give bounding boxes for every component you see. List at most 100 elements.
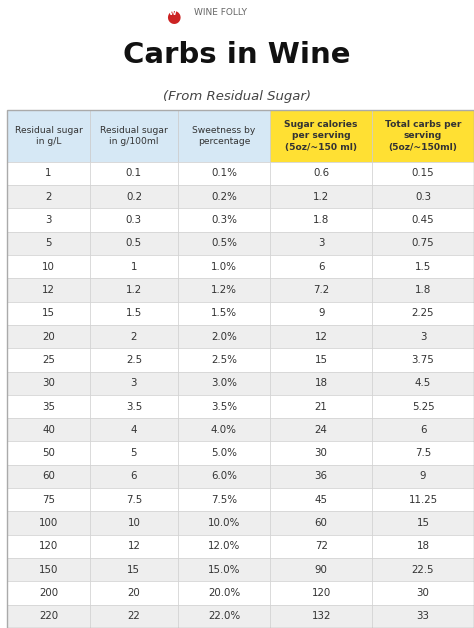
Text: 50: 50 [42, 448, 55, 458]
Bar [178, 605, 270, 628]
Bar [90, 465, 178, 488]
Bar [7, 278, 90, 301]
Text: 12.0%: 12.0% [208, 541, 240, 551]
Text: 1.0%: 1.0% [211, 262, 237, 272]
Text: 0.3%: 0.3% [211, 215, 237, 225]
Bar [270, 465, 372, 488]
Bar [90, 348, 178, 372]
Bar [90, 511, 178, 534]
Bar [90, 534, 178, 558]
Text: 7.5%: 7.5% [211, 495, 237, 505]
Bar [90, 325, 178, 348]
Bar [270, 418, 372, 441]
Bar [372, 558, 474, 582]
Text: 120: 120 [311, 588, 331, 598]
Text: 18: 18 [315, 378, 328, 388]
Bar [178, 185, 270, 208]
Bar [90, 558, 178, 582]
Bar [90, 185, 178, 208]
Text: Residual sugar
in g/L: Residual sugar in g/L [15, 126, 82, 146]
Text: 15.0%: 15.0% [208, 565, 240, 575]
Text: 22: 22 [128, 611, 140, 621]
Bar [372, 185, 474, 208]
Text: 4.0%: 4.0% [211, 425, 237, 435]
Text: 120: 120 [39, 541, 58, 551]
Text: 1: 1 [131, 262, 137, 272]
Text: 12: 12 [42, 285, 55, 295]
Bar [178, 441, 270, 465]
Bar [178, 395, 270, 418]
Bar [7, 208, 90, 232]
Bar [270, 255, 372, 278]
Text: 1: 1 [46, 168, 52, 178]
Text: 0.1: 0.1 [126, 168, 142, 178]
Text: 100: 100 [39, 518, 58, 528]
Bar [178, 255, 270, 278]
Text: 2.0%: 2.0% [211, 332, 237, 342]
Text: 10: 10 [42, 262, 55, 272]
Text: 0.2%: 0.2% [211, 192, 237, 202]
Bar [178, 511, 270, 534]
Text: 6.0%: 6.0% [211, 472, 237, 482]
Bar [7, 325, 90, 348]
Text: 0.75: 0.75 [412, 238, 434, 248]
Bar [372, 511, 474, 534]
Bar [270, 558, 372, 582]
Bar [270, 488, 372, 511]
Text: 1.5: 1.5 [126, 308, 142, 318]
Text: 7.2: 7.2 [313, 285, 329, 295]
Text: 6: 6 [420, 425, 426, 435]
Bar [178, 534, 270, 558]
Bar [270, 278, 372, 301]
Bar [7, 534, 90, 558]
Bar [178, 418, 270, 441]
Text: 0.2: 0.2 [126, 192, 142, 202]
Bar [7, 395, 90, 418]
Text: 10: 10 [128, 518, 140, 528]
Text: 22.0%: 22.0% [208, 611, 240, 621]
Text: 15: 15 [128, 565, 140, 575]
Text: 2: 2 [46, 192, 52, 202]
Bar [270, 325, 372, 348]
Text: Sweetness by
percentage: Sweetness by percentage [192, 126, 255, 146]
Text: 21: 21 [315, 401, 328, 411]
Text: 3: 3 [420, 332, 426, 342]
Bar [372, 301, 474, 325]
Text: 12: 12 [128, 541, 140, 551]
Text: 30: 30 [417, 588, 429, 598]
Text: W: W [169, 11, 177, 16]
Bar [90, 395, 178, 418]
Bar [7, 582, 90, 605]
Text: 35: 35 [42, 401, 55, 411]
Bar [372, 418, 474, 441]
Bar [178, 278, 270, 301]
Text: 1.2: 1.2 [313, 192, 329, 202]
Text: 3.5%: 3.5% [211, 401, 237, 411]
Text: 1.8: 1.8 [415, 285, 431, 295]
Bar [7, 348, 90, 372]
Text: 5.0%: 5.0% [211, 448, 237, 458]
Text: 5: 5 [131, 448, 137, 458]
Bar [90, 208, 178, 232]
Bar [372, 161, 474, 185]
Text: 150: 150 [39, 565, 58, 575]
Bar [90, 255, 178, 278]
Bar [178, 232, 270, 255]
Bar [270, 208, 372, 232]
Text: 2.5%: 2.5% [211, 355, 237, 365]
Bar [7, 301, 90, 325]
Bar [7, 232, 90, 255]
Text: 0.3: 0.3 [415, 192, 431, 202]
Text: 33: 33 [417, 611, 429, 621]
Bar [270, 395, 372, 418]
Bar [372, 325, 474, 348]
Text: 0.15: 0.15 [412, 168, 434, 178]
Text: 0.45: 0.45 [412, 215, 434, 225]
Text: 20.0%: 20.0% [208, 588, 240, 598]
Bar [178, 208, 270, 232]
Bar [270, 185, 372, 208]
Text: 2.25: 2.25 [412, 308, 434, 318]
Text: 15: 15 [42, 308, 55, 318]
Bar [7, 605, 90, 628]
Text: Total carbs per
serving
(5oz/~150ml): Total carbs per serving (5oz/~150ml) [385, 120, 461, 152]
